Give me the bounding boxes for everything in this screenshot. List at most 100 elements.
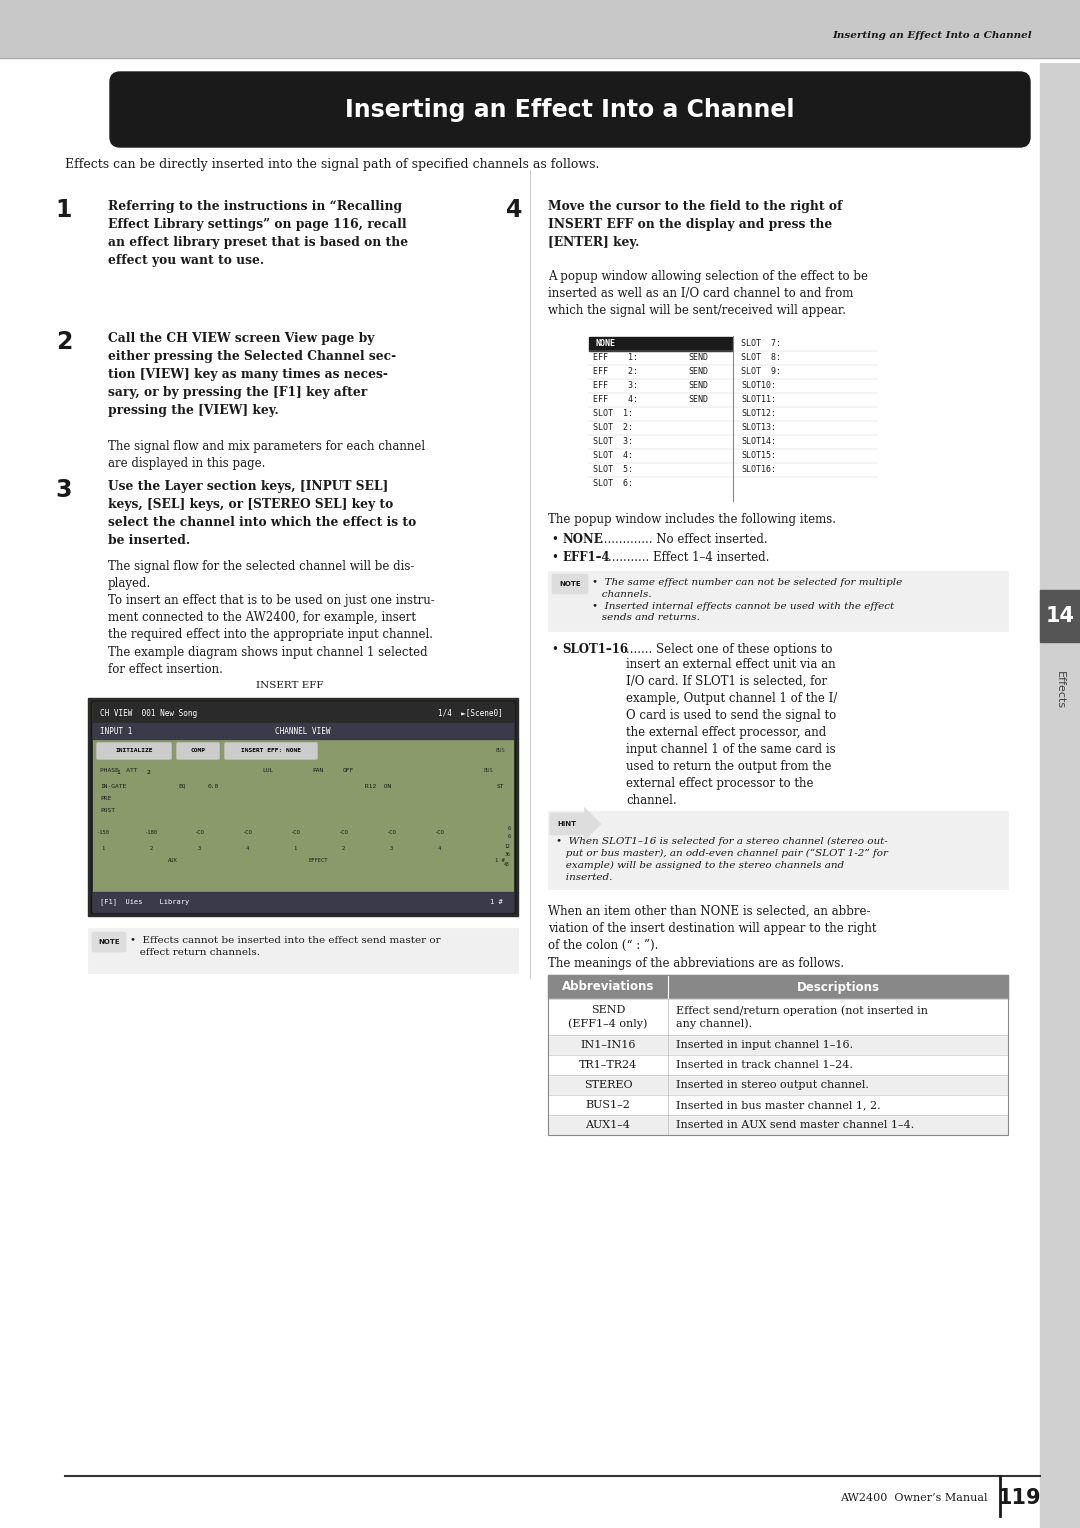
FancyBboxPatch shape [110, 72, 1030, 147]
Text: A popup window allowing selection of the effect to be
inserted as well as an I/O: A popup window allowing selection of the… [548, 270, 868, 316]
Text: SLOT12:: SLOT12: [741, 410, 777, 419]
Text: 3: 3 [198, 845, 201, 851]
Text: Use the Layer section keys, [INPUT SEL]
keys, [SEL] keys, or [STEREO SEL] key to: Use the Layer section keys, [INPUT SEL] … [108, 480, 416, 547]
Text: EFF    1:: EFF 1: [593, 353, 638, 362]
Text: 14: 14 [1045, 607, 1075, 626]
Text: 1 #: 1 # [490, 898, 503, 905]
Text: SLOT13:: SLOT13: [741, 423, 777, 432]
Text: 2: 2 [149, 845, 152, 851]
Bar [87, 927, 518, 973]
Text: The popup window includes the following items.: The popup window includes the following … [548, 513, 836, 526]
Text: CH VIEW  001 New Song: CH VIEW 001 New Song [100, 709, 198, 718]
Text: EFFECT: EFFECT [308, 859, 327, 863]
Text: 1: 1 [294, 845, 297, 851]
Text: -CO: -CO [194, 831, 204, 836]
Text: Referring to the instructions in “Recalling
Effect Library settings” on page 116: Referring to the instructions in “Recall… [108, 200, 408, 267]
Text: BUS: BUS [483, 767, 492, 773]
Text: INPUT 1: INPUT 1 [100, 726, 133, 735]
Text: PAN: PAN [312, 767, 324, 773]
Text: -CO: -CO [387, 831, 396, 836]
Text: SLOT10:: SLOT10: [741, 382, 777, 391]
Text: 1: 1 [117, 770, 120, 776]
Text: SEND: SEND [688, 368, 708, 376]
Text: •  When SLOT1–16 is selected for a stereo channel (stereo out-
   put or bus mas: • When SLOT1–16 is selected for a stereo… [556, 837, 888, 882]
Bar [548, 975, 1008, 1135]
Text: SEND: SEND [688, 353, 708, 362]
Text: SLOT11:: SLOT11: [741, 396, 777, 405]
Text: Inserting an Effect Into a Channel: Inserting an Effect Into a Channel [346, 98, 795, 122]
Text: SLOT16:: SLOT16: [741, 466, 777, 475]
Bar [0, 0, 1080, 58]
Text: EFF    2:: EFF 2: [593, 368, 638, 376]
Text: -CO: -CO [242, 831, 252, 836]
Text: When an item other than NONE is selected, an abbre-
viation of the insert destin: When an item other than NONE is selected… [548, 905, 877, 952]
Text: AUX1–4: AUX1–4 [585, 1120, 631, 1131]
Text: •: • [552, 533, 563, 545]
Text: PHASE  ATT: PHASE ATT [100, 767, 137, 773]
Text: OFF: OFF [342, 767, 353, 773]
Text: SLOT  6:: SLOT 6: [593, 480, 633, 489]
Bar [1040, 63, 1080, 1528]
Text: BUS: BUS [495, 749, 504, 753]
Text: SLOT  4:: SLOT 4: [593, 451, 633, 460]
Text: 119: 119 [998, 1488, 1042, 1508]
Text: 3: 3 [55, 478, 72, 503]
Bar [93, 723, 513, 740]
Text: NONE: NONE [596, 339, 616, 348]
Text: LUL: LUL [262, 767, 273, 773]
FancyBboxPatch shape [550, 807, 600, 840]
FancyBboxPatch shape [177, 743, 219, 759]
Bar [93, 703, 513, 911]
Text: BUS1–2: BUS1–2 [585, 1100, 631, 1109]
Text: AW2400  Owner’s Manual: AW2400 Owner’s Manual [840, 1493, 988, 1504]
Bar [589, 338, 732, 351]
Text: ....... Select one of these options to: ....... Select one of these options to [626, 643, 833, 656]
Text: 4: 4 [245, 845, 248, 851]
Text: 1 #: 1 # [495, 859, 504, 863]
Text: EFF1–4: EFF1–4 [562, 552, 609, 564]
Text: •: • [552, 552, 563, 564]
Text: SLOT14:: SLOT14: [741, 437, 777, 446]
Text: INITIALIZE: INITIALIZE [116, 749, 152, 753]
Text: -180: -180 [145, 831, 158, 836]
Text: 6: 6 [508, 834, 510, 839]
Text: 48: 48 [504, 862, 510, 866]
Text: COMP: COMP [190, 749, 205, 753]
Bar [588, 336, 878, 501]
Text: INSERT EFF: INSERT EFF [256, 681, 324, 691]
FancyBboxPatch shape [225, 743, 318, 759]
Text: The signal flow and mix parameters for each channel
are displayed in this page.: The signal flow and mix parameters for e… [108, 440, 426, 471]
Text: 6: 6 [508, 825, 510, 831]
Text: Descriptions: Descriptions [797, 981, 879, 993]
Text: AUX: AUX [168, 859, 178, 863]
Text: Inserting an Effect Into a Channel: Inserting an Effect Into a Channel [833, 32, 1032, 41]
Text: -CO: -CO [434, 831, 444, 836]
Text: Call the CH VIEW screen View page by
either pressing the Selected Channel sec-
t: Call the CH VIEW screen View page by eit… [108, 332, 396, 417]
Bar [548, 1096, 1008, 1115]
Bar [548, 1115, 1008, 1135]
Text: SLOT  8:: SLOT 8: [741, 353, 781, 362]
Text: NONE: NONE [562, 533, 603, 545]
Text: •: • [552, 643, 563, 656]
Text: PRE: PRE [100, 796, 111, 801]
Text: The meanings of the abbreviations are as follows.: The meanings of the abbreviations are as… [548, 957, 845, 970]
FancyBboxPatch shape [552, 575, 588, 594]
Text: SEND: SEND [688, 396, 708, 405]
Text: •  Effects cannot be inserted into the effect send master or
   effect return ch: • Effects cannot be inserted into the ef… [130, 937, 441, 957]
Text: SLOT  7:: SLOT 7: [741, 339, 781, 348]
Bar [1040, 590, 1080, 642]
Text: POST: POST [100, 807, 114, 813]
Text: INSERT EFF: NONE: INSERT EFF: NONE [241, 749, 301, 753]
Text: SLOT  3:: SLOT 3: [593, 437, 633, 446]
Bar [87, 698, 518, 915]
Text: 1/4  ►[Scene0]: 1/4 ►[Scene0] [438, 709, 503, 718]
Text: 2: 2 [146, 770, 150, 776]
Text: SLOT  2:: SLOT 2: [593, 423, 633, 432]
Text: To insert an effect that is to be used on just one instru-
ment connected to the: To insert an effect that is to be used o… [108, 594, 435, 642]
Text: IN1–IN16: IN1–IN16 [580, 1041, 636, 1050]
Text: IN-GATE: IN-GATE [100, 784, 126, 788]
Bar [548, 1034, 1008, 1054]
Text: STEREO: STEREO [583, 1080, 632, 1089]
Bar [548, 999, 1008, 1034]
Text: Effects can be directly inserted into the signal path of specified channels as f: Effects can be directly inserted into th… [65, 157, 599, 171]
